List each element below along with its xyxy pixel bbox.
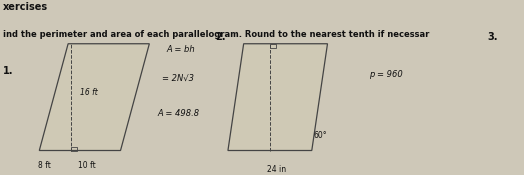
Text: A = bh: A = bh bbox=[167, 46, 195, 54]
Text: 8 ft: 8 ft bbox=[38, 161, 51, 170]
Text: 24 in: 24 in bbox=[267, 164, 286, 173]
Text: xercises: xercises bbox=[3, 2, 48, 12]
Polygon shape bbox=[39, 44, 149, 150]
Bar bbox=[270, 44, 277, 48]
Text: 60°: 60° bbox=[313, 131, 327, 140]
Text: 1.: 1. bbox=[3, 66, 13, 76]
Text: 3.: 3. bbox=[487, 32, 498, 41]
Polygon shape bbox=[228, 44, 328, 150]
Text: 2.: 2. bbox=[215, 32, 225, 41]
Text: A = 498.8: A = 498.8 bbox=[157, 108, 199, 117]
Bar bbox=[71, 147, 78, 150]
Text: = 2N√3: = 2N√3 bbox=[162, 74, 194, 82]
Text: ind the perimeter and area of each parallelogram. Round to the nearest tenth if : ind the perimeter and area of each paral… bbox=[3, 30, 429, 39]
Text: p = 960: p = 960 bbox=[369, 70, 403, 79]
Text: 10 ft: 10 ft bbox=[78, 161, 95, 170]
Text: 16 ft: 16 ft bbox=[80, 88, 97, 97]
